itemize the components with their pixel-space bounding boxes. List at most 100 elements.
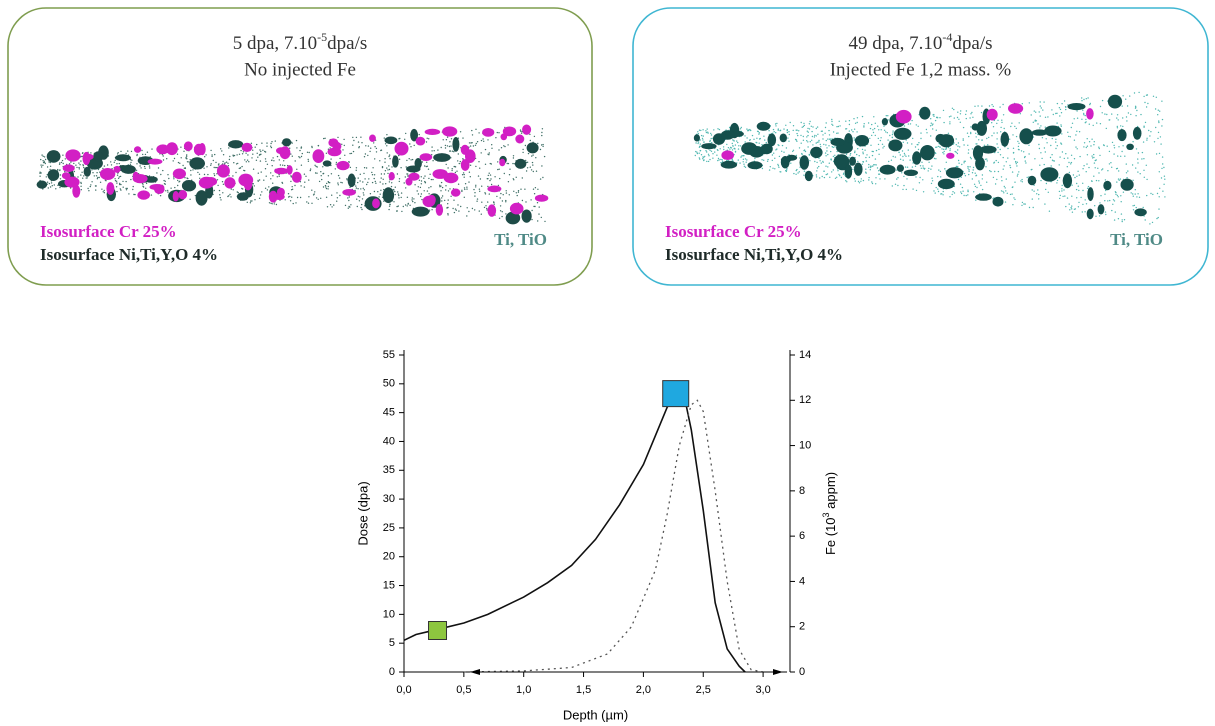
atom-dot [958,118,960,121]
atom-dot [539,148,542,151]
atom-dot [239,167,242,169]
atom-dot [1100,195,1102,197]
atom-dot [848,123,851,126]
atom-dot [39,172,41,174]
atom-dot [824,132,826,134]
atom-dot [798,130,800,132]
cr-cluster [134,146,142,153]
atom-dot [130,159,132,161]
atom-dot [981,139,983,142]
atom-dot [1102,168,1104,170]
atom-dot [1020,180,1022,182]
atom-dot [774,123,777,125]
atom-dot [697,141,700,143]
atom-dot [420,193,423,195]
atom-dot [441,197,443,199]
atom-dot [88,190,90,192]
atom-dot [719,148,721,150]
atom-dot [836,176,838,178]
atom-dot [451,169,453,172]
atom-dot [1113,200,1116,202]
atom-dot [543,155,546,158]
atom-dot [217,164,220,166]
atom-dot [1077,206,1080,208]
atom-dot [103,192,106,194]
atom-dot [519,129,522,131]
atom-dot [258,179,261,181]
atom-dot [993,132,995,134]
atom-dot [721,160,724,162]
atom-dot [386,152,388,154]
atom-dot [363,189,365,191]
atom-dot [1013,158,1015,160]
atom-dot [802,125,805,128]
atom-dot [964,160,966,162]
atom-dot [1085,121,1087,123]
atom-dot [146,151,149,153]
atom-dot [50,182,53,184]
atom-dot [864,149,866,151]
atom-dot [996,178,998,181]
atom-dot [1108,163,1111,165]
atom-dot [97,176,99,179]
atom-dot [252,168,255,170]
atom-dot [937,175,939,178]
atom-dot [222,154,225,156]
atom-dot [717,157,720,160]
atom-dot [260,171,262,173]
atom-dot [250,142,253,144]
atom-dot [529,166,531,168]
atom-dot [737,159,739,161]
atom-dot [463,187,466,189]
atom-dot [289,147,291,149]
atom-dot [709,149,711,152]
atom-dot [1116,194,1119,197]
atom-dot [1018,142,1020,144]
atom-dot [808,154,811,156]
cluster [971,123,979,131]
atom-dot [878,173,880,175]
atom-dot [78,162,80,164]
atom-dot [1009,164,1011,167]
atom-dot [877,125,879,127]
atom-dot [734,144,737,146]
atom-dot [398,154,400,157]
atom-dot [1055,141,1057,143]
atom-dot [1025,162,1027,164]
atom-dot [935,116,938,119]
atom-dot [498,132,500,134]
atom-dot [533,205,535,208]
y-tick-label: 30 [383,493,395,505]
atom-dot [145,187,147,189]
atom-dot [967,152,970,154]
atom-dot [392,188,394,191]
atom-dot [997,119,999,122]
atom-dot [81,152,84,154]
cr-cluster [216,164,230,178]
atom-dot [542,145,544,148]
atom-dot [400,192,403,194]
atom-dot [151,148,153,150]
atom-dot [943,150,945,153]
atom-dot [1120,125,1122,127]
cr-cluster [427,194,436,205]
atom-dot [771,154,774,156]
atom-dot [471,207,474,210]
atom-dot [272,157,274,159]
atom-dot [700,154,703,156]
atom-dot [803,174,805,176]
atom-dot [792,125,795,127]
atom-dot [1076,175,1078,177]
atom-dot [1163,175,1166,177]
atom-dot [236,154,238,156]
atom-dot [875,177,877,179]
atom-dot [996,138,998,140]
arrow-head [773,669,783,675]
atom-dot [327,185,329,188]
cluster [1087,187,1094,202]
atom-dot [1116,181,1118,183]
atom-dot [866,154,868,156]
atom-dot [1007,147,1009,150]
atom-dot [316,172,318,174]
atom-dot [1026,176,1028,179]
